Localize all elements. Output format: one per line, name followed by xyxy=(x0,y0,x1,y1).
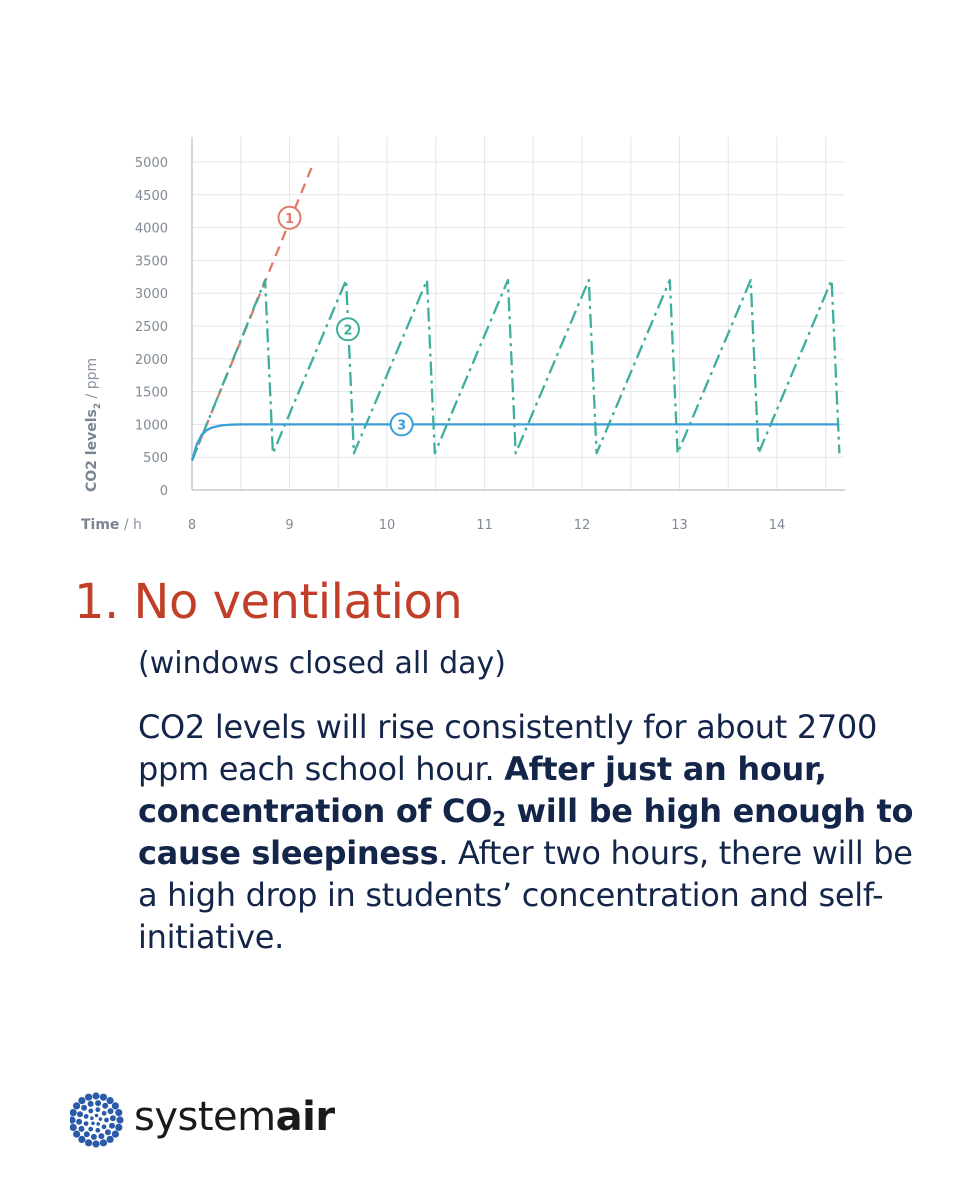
logo-dot xyxy=(109,1122,115,1129)
marker-3-circle xyxy=(389,412,414,437)
logo-dot xyxy=(95,1100,102,1107)
x-tick-label: 8 xyxy=(188,518,196,533)
x-tick-label: 14 xyxy=(769,518,786,533)
logo-dots-icon xyxy=(70,1092,124,1148)
marker-layer: 1 2 3 xyxy=(277,205,414,437)
logo-dot xyxy=(78,1135,86,1143)
marker-3-label: 3 xyxy=(397,418,406,433)
marker-2-label: 2 xyxy=(343,323,352,338)
logo-dot xyxy=(102,1102,109,1109)
series-3-line xyxy=(190,423,840,461)
logo-dot xyxy=(73,1130,81,1138)
logo-dot xyxy=(99,1093,107,1101)
y-tick-label: 3500 xyxy=(135,254,168,269)
logo-dot xyxy=(88,1126,94,1132)
body-bold-subscript: 2 xyxy=(492,807,506,831)
y-tick-label: 500 xyxy=(143,451,168,466)
logo-dot xyxy=(78,1125,85,1132)
logo-dot xyxy=(95,1127,101,1133)
x-tick-label: 11 xyxy=(476,518,493,533)
y-tick-label: 1000 xyxy=(135,418,168,433)
logo-dot xyxy=(85,1139,93,1147)
y-tick-label: 3000 xyxy=(135,287,168,302)
logo-dot xyxy=(78,1097,86,1105)
logo-dot xyxy=(96,1122,100,1126)
logo-dot xyxy=(83,1114,89,1119)
logo-dot xyxy=(70,1116,76,1124)
logo-dot xyxy=(106,1135,114,1143)
logo-dot xyxy=(104,1117,109,1123)
logo-dot xyxy=(109,1115,116,1122)
y-tick-label: 2000 xyxy=(135,353,168,368)
y-tick-label: 4000 xyxy=(135,222,168,237)
body-text-part1: CO2 levels will rise consistently for ab… xyxy=(138,708,878,788)
logo-dot xyxy=(83,1131,90,1138)
logo-dot xyxy=(92,1092,100,1100)
logo-dot xyxy=(73,1102,81,1110)
logo-dot xyxy=(101,1110,107,1116)
logo-dot xyxy=(115,1109,123,1117)
x-tick-label: 9 xyxy=(285,518,293,533)
logo-dot xyxy=(115,1123,123,1131)
x-tick-label: 13 xyxy=(671,518,688,533)
body-bold-part1: After just an hour, concentration of CO xyxy=(138,750,827,830)
marker-2-circle xyxy=(336,317,360,342)
heading: 1. No ventilation xyxy=(74,574,463,630)
body-bold-part2: will be high enough to cause sleepiness xyxy=(138,792,914,872)
y-axis-title: CO2 levels2 / ppm xyxy=(84,358,103,492)
body-paragraph: CO2 levels will rise consistently for ab… xyxy=(138,706,928,958)
logo-dot xyxy=(90,1116,94,1120)
logo-dot xyxy=(92,1140,100,1148)
series-1-line xyxy=(190,161,315,461)
logo-dot xyxy=(91,1121,95,1126)
logo-dot xyxy=(70,1123,77,1131)
subheading: (windows closed all day) xyxy=(138,646,507,681)
chart-svg: 0 500 1000 1500 2000 2500 3000 3500 4000 4500 5000… xyxy=(81,137,845,533)
logo-dot xyxy=(94,1113,99,1118)
logo-dot xyxy=(76,1118,83,1125)
body-text-part2: . After two hours, there will be a high … xyxy=(138,834,913,956)
logo-dot xyxy=(90,1133,97,1140)
logo-dot xyxy=(77,1111,83,1118)
series-2-line xyxy=(190,278,841,461)
logo-dot xyxy=(111,1102,119,1110)
y-tick-label: 0 xyxy=(160,484,168,499)
logo-dot xyxy=(101,1124,107,1130)
logo-dot xyxy=(95,1107,101,1113)
logo-dot xyxy=(88,1108,94,1114)
logo-dot xyxy=(70,1109,77,1117)
marker-1-label: 1 xyxy=(285,212,294,227)
y-tick-label: 5000 xyxy=(135,156,168,171)
logo-dot xyxy=(98,1133,105,1140)
y-tick-label: 4500 xyxy=(135,189,168,204)
co2-chart: 0 500 1000 1500 2000 2500 3000 3500 4000 4500 5000… xyxy=(0,0,960,560)
x-tick-label: 12 xyxy=(574,518,591,533)
marker-1-circle xyxy=(277,205,302,230)
x-axis-title: Time / h xyxy=(81,517,142,533)
logo-dot xyxy=(87,1100,94,1107)
series-layer xyxy=(190,161,841,461)
logo-dot xyxy=(106,1097,114,1105)
logo-dot xyxy=(116,1116,124,1124)
logo-dot xyxy=(98,1117,103,1121)
systemair-logo: systemair xyxy=(70,1092,370,1148)
logo-dot xyxy=(104,1129,111,1136)
logo-dot xyxy=(107,1108,114,1115)
grid xyxy=(192,137,845,490)
y-tick-label: 2500 xyxy=(135,320,168,335)
logo-wordmark: systemair xyxy=(134,1094,335,1140)
logo-dot xyxy=(83,1121,89,1126)
axes: 0 500 1000 1500 2000 2500 3000 3500 4000 4500 5000… xyxy=(135,137,845,533)
logo-dot xyxy=(99,1139,107,1147)
logo-dot xyxy=(85,1093,93,1101)
x-tick-label: 10 xyxy=(379,518,396,533)
logo-dot xyxy=(111,1130,119,1138)
logo-dot xyxy=(81,1104,88,1111)
y-tick-label: 1500 xyxy=(135,386,168,401)
